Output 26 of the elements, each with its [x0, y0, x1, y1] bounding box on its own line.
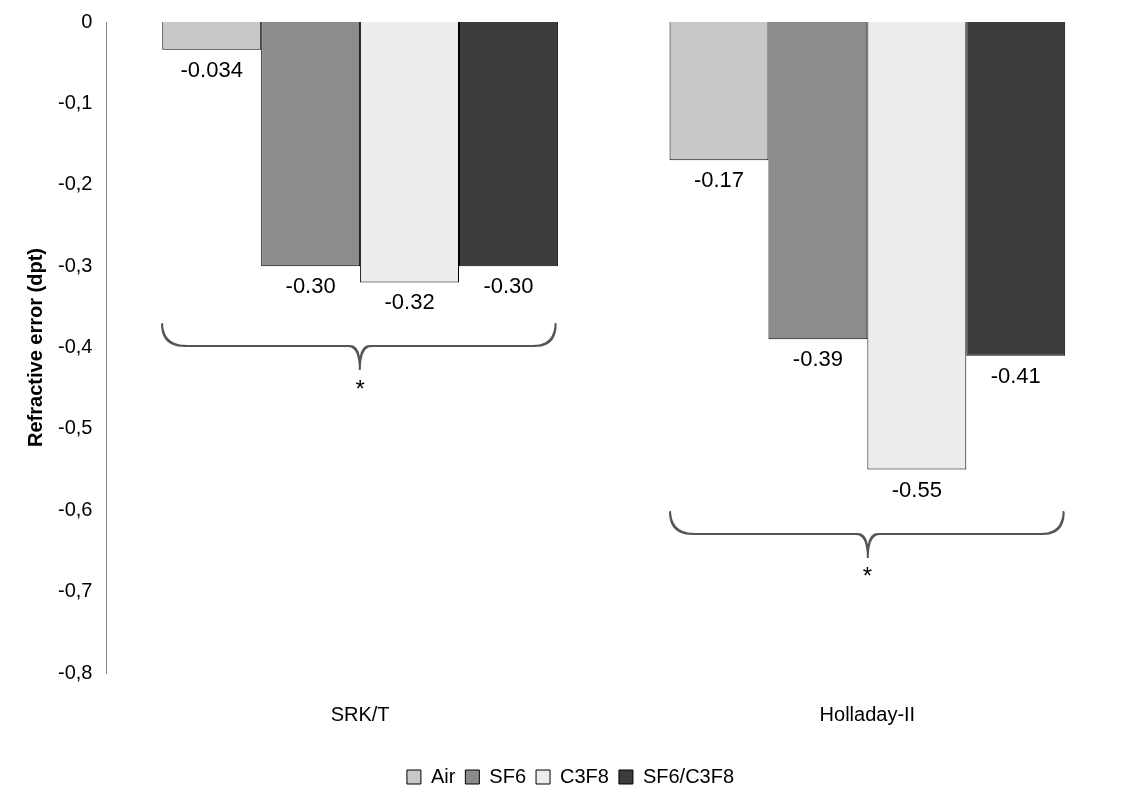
x-tick-label: Holladay-II	[819, 702, 916, 725]
y-tick-label: -0,5	[57, 416, 93, 439]
annotation: *	[862, 562, 873, 590]
y-tick-label: -0,8	[57, 660, 93, 683]
y-tick-label: -0,1	[57, 90, 93, 113]
y-tick-label: -0,4	[57, 335, 93, 358]
data-label: -0.39	[792, 346, 843, 372]
data-label: -0.55	[891, 476, 942, 502]
y-tick-label: -0,3	[57, 253, 93, 276]
legend-label: C3F8	[560, 764, 609, 787]
annotation: *	[355, 375, 365, 403]
y-tick-label: -0,6	[57, 497, 93, 520]
data-label: -0.41	[990, 362, 1041, 388]
y-tick-label: -0,2	[57, 172, 93, 195]
x-tick-label: SRK/T	[330, 702, 390, 725]
legend-label: SF6/C3F8	[642, 764, 735, 787]
y-tick-label: -0,7	[57, 579, 93, 602]
legend-label: Air	[430, 764, 456, 787]
y-axis-title: Refractive error (dpt)	[23, 248, 46, 447]
y-tick-label: 0	[81, 9, 93, 32]
data-label: -0.034	[180, 56, 243, 82]
data-label: -0.30	[483, 273, 534, 299]
legend-label: SF6	[489, 764, 527, 787]
data-label: -0.17	[693, 167, 745, 193]
data-label: -0.30	[285, 273, 336, 299]
data-label: -0.32	[384, 289, 435, 315]
